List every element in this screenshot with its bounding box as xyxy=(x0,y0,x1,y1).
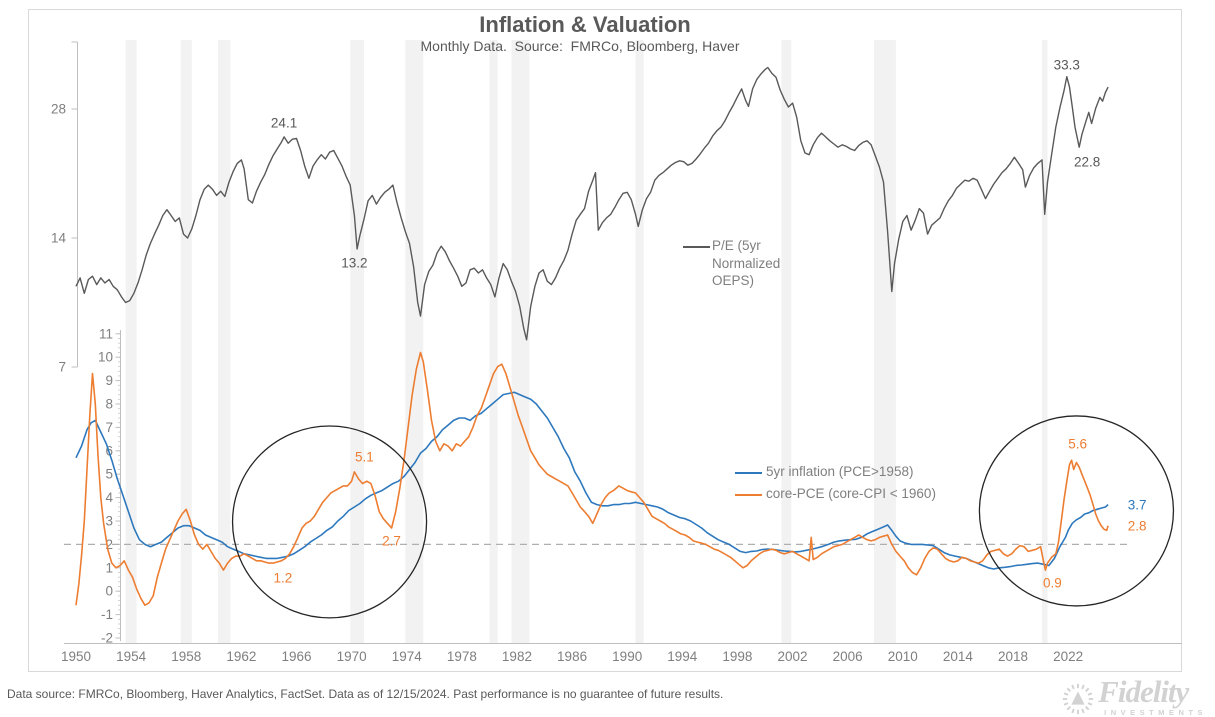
logo-ray xyxy=(1063,702,1069,706)
logo-ray xyxy=(1063,692,1069,696)
annotation-label: 13.2 xyxy=(341,255,368,271)
recession-band xyxy=(489,40,498,643)
fidelity-investments-label: INVESTMENTS xyxy=(1104,708,1207,717)
x-axis-tick-label: 1994 xyxy=(667,649,698,664)
logo-ray xyxy=(1066,687,1072,692)
inflation-legend-label: 5yr inflation (PCE>1958) xyxy=(766,464,914,479)
x-axis-tick-label: 1978 xyxy=(447,649,477,664)
annotation-label: 3.7 xyxy=(1127,497,1147,513)
pe-axis-tick-label: 28 xyxy=(51,102,66,117)
logo-ray xyxy=(1087,702,1093,706)
inflation-axis-tick-label: 5 xyxy=(105,467,113,482)
annotation-label: 5.1 xyxy=(354,449,374,465)
annotation-label: 2.7 xyxy=(382,533,401,549)
recession-band xyxy=(180,40,192,643)
logo-ray xyxy=(1071,708,1075,714)
inflation-axis-tick-label: 3 xyxy=(105,514,113,529)
recession-band xyxy=(635,40,644,643)
x-axis-tick-label: 1962 xyxy=(226,649,256,664)
core-pce-line-swatch xyxy=(735,494,762,496)
recession-band xyxy=(350,40,365,643)
x-axis-tick-label: 1998 xyxy=(722,649,752,664)
pe-line-swatch xyxy=(683,246,710,248)
core-pce-series-line xyxy=(75,351,1109,607)
recession-band xyxy=(405,40,424,643)
x-axis-tick-label: 2002 xyxy=(778,649,808,664)
x-axis-tick-label: 2006 xyxy=(833,649,863,664)
x-axis-tick-label: 1990 xyxy=(612,649,642,664)
annotation-label: 24.1 xyxy=(270,115,298,131)
pe-axis-tick-label: 14 xyxy=(51,231,67,246)
x-axis-tick-label: 1970 xyxy=(337,649,367,664)
x-axis-tick-label: 2010 xyxy=(888,649,918,664)
x-axis-tick-label: 2014 xyxy=(943,649,974,664)
x-axis-tick-label: 1974 xyxy=(392,649,423,664)
pe-legend-label: P/E (5yr Normalized OEPS) xyxy=(712,238,781,289)
logo-ray xyxy=(1071,684,1075,690)
annotation-label: 1.2 xyxy=(273,570,293,586)
x-axis-tick-label: 1950 xyxy=(61,649,91,664)
recession-band xyxy=(217,40,231,643)
chart-subtitle: Monthly Data. Source: FMRCo, Bloomberg, … xyxy=(420,38,740,54)
logo-ray xyxy=(1066,706,1072,711)
x-axis-tick-label: 2018 xyxy=(998,649,1028,664)
recession-band xyxy=(511,40,530,643)
recession-band xyxy=(125,40,137,643)
plot-frame xyxy=(28,9,1182,672)
inflation-line-swatch xyxy=(735,472,762,474)
inflation-axis-tick-label: -1 xyxy=(101,607,113,622)
chart-title: Inflation & Valuation xyxy=(479,12,691,37)
x-axis-tick-label: 1958 xyxy=(171,649,201,664)
legend-row-inflation: 5yr inflation (PCE>1958) xyxy=(735,464,936,486)
annotation-label: 2.8 xyxy=(1127,518,1147,534)
legend-inflation: 5yr inflation (PCE>1958) core-PCE (core-… xyxy=(735,464,936,508)
legend-pe: P/E (5yr Normalized OEPS) xyxy=(683,237,813,290)
recession-band xyxy=(873,40,896,643)
annotation-label: 0.9 xyxy=(1043,575,1062,591)
inflation-axis-tick-label: -2 xyxy=(101,631,113,646)
recession-band xyxy=(781,40,792,643)
x-axis-tick-label: 1954 xyxy=(116,649,147,664)
x-axis-tick-label: 1966 xyxy=(281,649,311,664)
x-axis-tick-label: 1982 xyxy=(502,649,532,664)
inflation-axis-tick-label: 11 xyxy=(99,326,113,341)
legend-row-core-pce: core-PCE (core-CPI < 1960) xyxy=(735,486,936,508)
pe-axis-tick-label: 7 xyxy=(58,360,66,375)
inflation-axis-tick-label: 10 xyxy=(98,350,113,365)
recession-band xyxy=(1041,40,1048,643)
inflation-axis-tick-label: 2 xyxy=(105,537,113,552)
highlight-circle xyxy=(231,425,428,619)
annotation-label: 33.3 xyxy=(1053,57,1080,73)
inflation-axis-tick-label: 1 xyxy=(105,560,113,575)
inflation-axis-tick-label: 7 xyxy=(105,420,113,435)
logo-ray xyxy=(1081,684,1085,690)
logo-ray xyxy=(1085,706,1090,711)
inflation-axis-tick-label: 4 xyxy=(105,490,113,505)
inflation-series-line xyxy=(75,391,1109,570)
highlight-circle xyxy=(978,415,1175,607)
fidelity-wordmark: Fidelity xyxy=(1098,674,1189,709)
inflation-axis-tick-label: 0 xyxy=(105,584,113,599)
logo-ray xyxy=(1087,692,1093,696)
annotation-label: 22.8 xyxy=(1074,154,1101,170)
fidelity-pyramid-icon xyxy=(1061,682,1095,717)
inflation-axis-tick-label: 8 xyxy=(105,397,113,412)
x-axis-tick-label: 2022 xyxy=(1053,649,1083,664)
core-pce-legend-label: core-PCE (core-CPI < 1960) xyxy=(766,486,936,501)
annotation-label: 5.6 xyxy=(1068,436,1087,452)
logo-ray xyxy=(1085,687,1090,692)
inflation-axis-tick-label: 9 xyxy=(105,373,113,388)
x-axis-tick-label: 1986 xyxy=(557,649,587,664)
footer-disclaimer: Data source: FMRCo, Bloomberg, Haver Ana… xyxy=(7,687,724,701)
logo-ray xyxy=(1081,708,1085,714)
pe-series-line xyxy=(75,66,1109,341)
fidelity-logo: Fidelity INVESTMENTS xyxy=(1061,674,1207,717)
